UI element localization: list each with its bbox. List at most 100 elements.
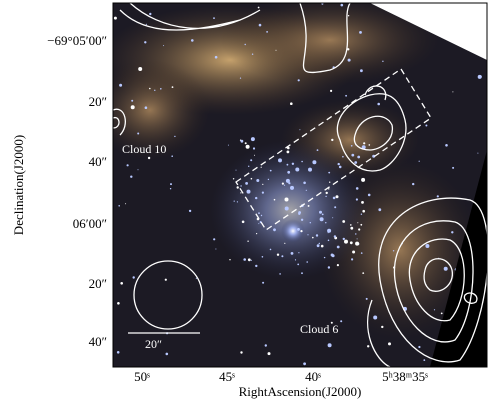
star <box>213 238 215 240</box>
star <box>317 149 319 151</box>
star <box>452 91 453 92</box>
star <box>350 227 353 230</box>
star <box>334 206 336 208</box>
star <box>310 222 311 223</box>
star <box>363 142 365 144</box>
star <box>393 250 394 251</box>
star <box>259 24 262 27</box>
star <box>301 161 303 163</box>
star <box>282 183 284 185</box>
star <box>125 203 126 204</box>
star <box>171 155 173 157</box>
star <box>242 221 245 224</box>
star <box>247 241 248 242</box>
star <box>130 176 132 178</box>
star <box>344 240 348 244</box>
star <box>255 197 257 199</box>
star <box>277 254 279 256</box>
star <box>170 183 172 185</box>
star <box>328 240 330 242</box>
star <box>284 243 285 244</box>
star <box>361 252 363 254</box>
star <box>412 183 414 185</box>
star <box>248 166 249 167</box>
star <box>287 151 290 154</box>
star <box>258 7 260 9</box>
y-tick-label: 40″ <box>89 154 107 169</box>
star <box>360 224 362 226</box>
star <box>332 217 333 218</box>
star <box>329 182 330 183</box>
star <box>215 56 218 59</box>
star <box>319 211 322 214</box>
star <box>240 351 242 353</box>
star <box>117 351 120 354</box>
star <box>213 17 215 19</box>
star <box>297 264 299 266</box>
star <box>444 267 448 271</box>
figure: Cloud 10 Cloud 6 20″ Declination(J2000) … <box>0 0 493 407</box>
star <box>351 145 353 147</box>
star <box>357 156 360 159</box>
star <box>339 166 342 169</box>
star <box>324 257 325 258</box>
star <box>332 254 335 257</box>
star <box>233 178 234 179</box>
star <box>261 167 262 168</box>
star <box>303 362 306 365</box>
star <box>137 133 139 135</box>
y-axis-label: Declination(J2000) <box>11 135 26 235</box>
star <box>262 192 264 194</box>
star <box>301 219 303 221</box>
star <box>373 316 377 320</box>
star <box>354 161 357 164</box>
star <box>317 244 320 247</box>
star <box>258 212 260 214</box>
star <box>149 13 151 15</box>
star <box>361 178 365 182</box>
star <box>149 88 151 90</box>
star <box>366 298 368 300</box>
star <box>285 198 289 202</box>
star <box>248 258 251 261</box>
star <box>303 182 306 185</box>
star <box>319 243 320 244</box>
star <box>328 343 332 347</box>
star <box>144 41 146 43</box>
star <box>189 210 191 212</box>
star <box>418 346 420 348</box>
star <box>361 214 362 215</box>
star <box>240 192 241 193</box>
star <box>278 158 282 162</box>
star <box>356 187 359 190</box>
star <box>477 153 478 154</box>
star <box>367 345 369 347</box>
star <box>301 272 303 274</box>
star <box>434 309 435 310</box>
star <box>174 136 175 137</box>
star <box>240 78 241 79</box>
star <box>320 217 324 221</box>
star <box>362 272 364 274</box>
star <box>252 54 253 55</box>
star <box>342 156 344 158</box>
star <box>308 168 312 172</box>
star <box>437 195 439 197</box>
star <box>163 45 164 46</box>
star <box>350 241 353 244</box>
star <box>160 88 162 90</box>
y-tick-label: −69°05′00″ <box>47 33 107 48</box>
star <box>276 50 277 51</box>
star <box>378 208 381 211</box>
star <box>215 249 216 250</box>
star <box>345 95 347 97</box>
star <box>245 182 248 185</box>
annotation: Cloud 6 <box>300 322 338 336</box>
star <box>243 258 246 261</box>
star <box>270 249 272 251</box>
star <box>331 139 333 141</box>
star <box>118 205 120 207</box>
star <box>127 164 129 166</box>
star <box>287 171 290 174</box>
star <box>328 172 330 174</box>
